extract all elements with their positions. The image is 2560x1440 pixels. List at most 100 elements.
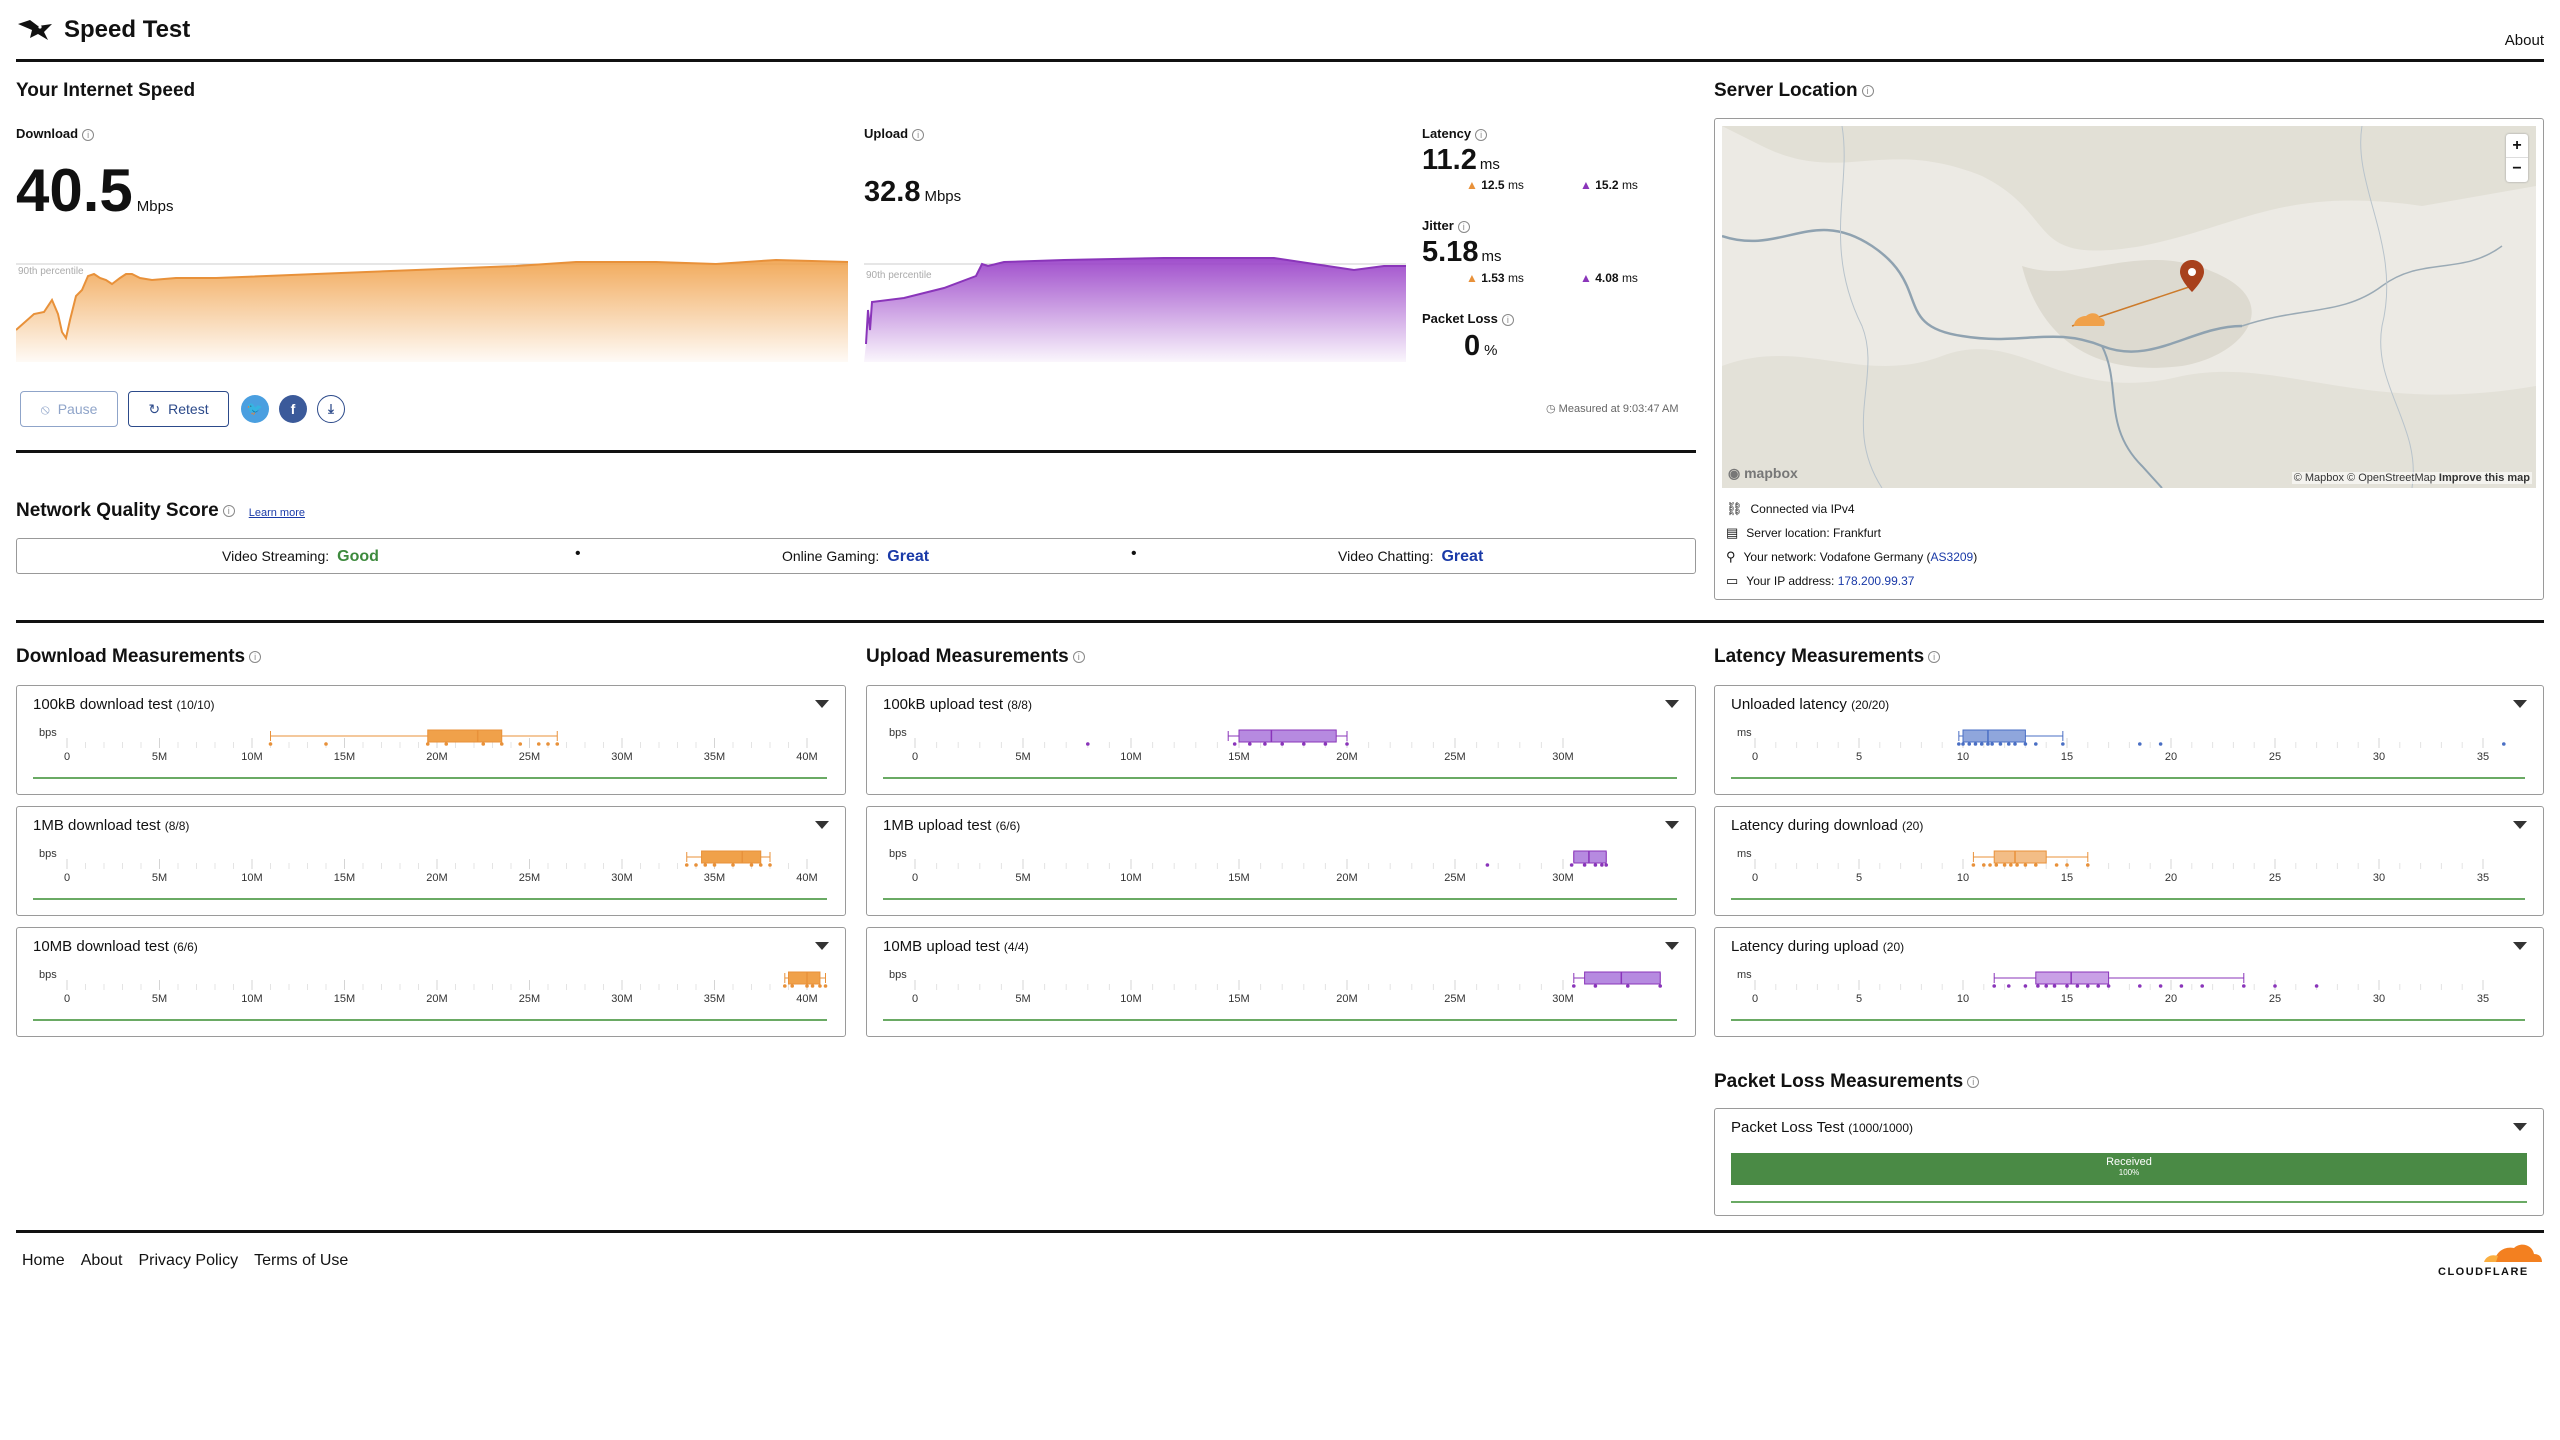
- tick-label: 0: [64, 993, 70, 1005]
- brand[interactable]: Speed Test: [16, 16, 190, 44]
- test-count: (8/8): [1007, 698, 1032, 712]
- chevron-down-icon[interactable]: [815, 942, 829, 950]
- data-point: [499, 742, 504, 746]
- download-label: Download i: [16, 126, 95, 141]
- info-icon[interactable]: i: [222, 504, 235, 517]
- chevron-down-icon[interactable]: [815, 700, 829, 708]
- divider: [16, 450, 1696, 453]
- data-point: [2065, 863, 2069, 867]
- info-icon[interactable]: i: [1967, 1075, 1980, 1088]
- measurement-panel[interactable]: Latency during download (20) ms 0 5 10 15 20 25…: [1714, 806, 2544, 916]
- chevron-down-icon[interactable]: [1665, 942, 1679, 950]
- measurement-panel[interactable]: 100kB download test (10/10) bps 0 5M 10M 15M 2…: [16, 685, 846, 795]
- data-point: [684, 863, 689, 867]
- data-point: [1982, 863, 1986, 867]
- tick-label: 30M: [1552, 993, 1573, 1005]
- zoom-in-button[interactable]: +: [2506, 134, 2528, 158]
- data-point: [2006, 984, 2011, 988]
- data-point: [2502, 742, 2506, 746]
- measurement-panel[interactable]: 10MB download test (6/6) bps 0 5M 10M 15M 20M 2…: [16, 927, 846, 1037]
- data-point: [2061, 742, 2065, 746]
- data-point: [1593, 863, 1598, 867]
- tick-label: 0: [1752, 993, 1758, 1005]
- tick-label: 30: [2373, 751, 2385, 763]
- data-point: [783, 984, 787, 988]
- twitter-share-button[interactable]: 🐦: [241, 395, 269, 423]
- chevron-down-icon[interactable]: [2513, 821, 2527, 829]
- test-count: (4/4): [1003, 940, 1029, 954]
- learn-more-link[interactable]: Learn more: [248, 507, 305, 519]
- cloudflare-logo[interactable]: CLOUDFLARE: [2438, 1240, 2542, 1280]
- footer-about-link[interactable]: About: [80, 1252, 123, 1269]
- info-icon[interactable]: i: [1501, 313, 1514, 326]
- tick-label: 5M: [152, 872, 167, 884]
- tick-label: 0: [912, 751, 918, 763]
- tick-label: 5: [1856, 872, 1862, 884]
- data-point: [2158, 742, 2163, 746]
- tick-label: 15M: [334, 751, 355, 763]
- ip-link[interactable]: 178.200.99.37: [1837, 574, 1915, 588]
- info-icon[interactable]: i: [1072, 650, 1085, 663]
- test-name: 1MB upload test: [883, 817, 996, 834]
- data-point: [1994, 863, 1999, 867]
- nqs-bar: Video Streaming: Good • Online Gaming: Gre…: [16, 538, 1696, 574]
- footer-home-link[interactable]: Home: [22, 1252, 65, 1269]
- data-point: [2009, 863, 2013, 867]
- measurement-panel[interactable]: 1MB upload test (6/6) bps 0 5M 10M 15M 20M 25M 3…: [866, 806, 1696, 916]
- separator-dot: •: [1131, 545, 1137, 562]
- measurement-test-title: 1MB download test (8/8): [33, 817, 189, 834]
- pause-button[interactable]: ⦸ Pause: [20, 391, 118, 427]
- chevron-down-icon[interactable]: [2513, 700, 2527, 708]
- network-icon: ⛓: [1726, 501, 1743, 516]
- test-name: 10MB download test: [33, 938, 174, 955]
- chevron-down-icon[interactable]: [1665, 821, 1679, 829]
- measurement-panel[interactable]: 10MB upload test (4/4) bps 0 5M 10M 15M 20M 25M…: [866, 927, 1696, 1037]
- upload-arrow-icon: ▲: [1580, 271, 1592, 285]
- measurement-test-title: Unloaded latency (20/20): [1731, 696, 1889, 713]
- footer-terms-link[interactable]: Terms of Use: [254, 1252, 349, 1269]
- packet-loss-panel[interactable]: Packet Loss Test (1000/1000) Received 10…: [1714, 1108, 2544, 1216]
- mapbox-icon: ◉: [1728, 465, 1741, 481]
- measurement-panel[interactable]: Latency during upload (20) ms 0 5 10 15 20 25 30…: [1714, 927, 2544, 1037]
- chevron-down-icon[interactable]: [815, 821, 829, 829]
- footer-privacy-link[interactable]: Privacy Policy: [138, 1252, 239, 1269]
- download-results-button[interactable]: ⤓: [317, 395, 345, 423]
- measurement-test-title: 10MB upload test (4/4): [883, 938, 1029, 955]
- tick-label: 30M: [611, 993, 632, 1005]
- map-attribution[interactable]: © Mapbox © OpenStreetMap Improve this ma…: [2291, 472, 2532, 484]
- tick-label: 5M: [1015, 872, 1030, 884]
- facebook-share-button[interactable]: f: [279, 395, 307, 423]
- data-point: [481, 742, 486, 746]
- nqs-title: Network Quality Score i Learn more: [16, 500, 305, 521]
- info-icon[interactable]: i: [1861, 84, 1874, 97]
- info-icon[interactable]: i: [1457, 220, 1470, 233]
- tick-label: 25M: [519, 751, 540, 763]
- asn-link[interactable]: AS3209: [1930, 550, 1974, 564]
- upload-area-chart: 90th percentile: [864, 257, 1406, 362]
- info-icon[interactable]: i: [249, 650, 262, 663]
- about-link[interactable]: About: [2504, 32, 2544, 49]
- info-icon[interactable]: i: [1928, 650, 1941, 663]
- data-point: [1572, 984, 1576, 988]
- server-map[interactable]: + − ◉ mapbox © Mapbox © OpenStreetMap Im…: [1722, 126, 2536, 488]
- zoom-out-button[interactable]: −: [2512, 160, 2522, 177]
- test-name: Unloaded latency: [1731, 696, 1852, 713]
- download-measurements-title: Download Measurements i: [16, 646, 262, 668]
- data-point: [2034, 742, 2038, 746]
- chevron-down-icon[interactable]: [1665, 700, 1679, 708]
- info-icon[interactable]: i: [82, 128, 95, 141]
- chevron-down-icon[interactable]: [2513, 942, 2527, 950]
- measurement-panel[interactable]: Unloaded latency (20/20) ms 0 5 10 15 20 25 30 35: [1714, 685, 2544, 795]
- box-plot: ms0 5 10 15 20 25 30 35: [1731, 848, 2525, 900]
- measurement-panel[interactable]: 1MB download test (8/8) bps 0 5M 10M 15M 20M 25…: [16, 806, 846, 916]
- retest-button[interactable]: ↻ Retest: [128, 391, 229, 427]
- info-icon[interactable]: i: [1475, 128, 1488, 141]
- measurement-panel[interactable]: 100kB upload test (8/8) bps 0 5M 10M 15M 20M 25…: [866, 685, 1696, 795]
- test-count: (20): [1901, 819, 1924, 833]
- mapbox-logo[interactable]: ◉ mapbox: [1728, 465, 1798, 481]
- ip-row: ▭ Your IP address: 178.200.99.37: [1726, 573, 1915, 588]
- data-point: [2086, 984, 2090, 988]
- test-count: (20): [1882, 940, 1905, 954]
- info-icon[interactable]: i: [912, 128, 925, 141]
- chevron-down-icon[interactable]: [2513, 1123, 2527, 1131]
